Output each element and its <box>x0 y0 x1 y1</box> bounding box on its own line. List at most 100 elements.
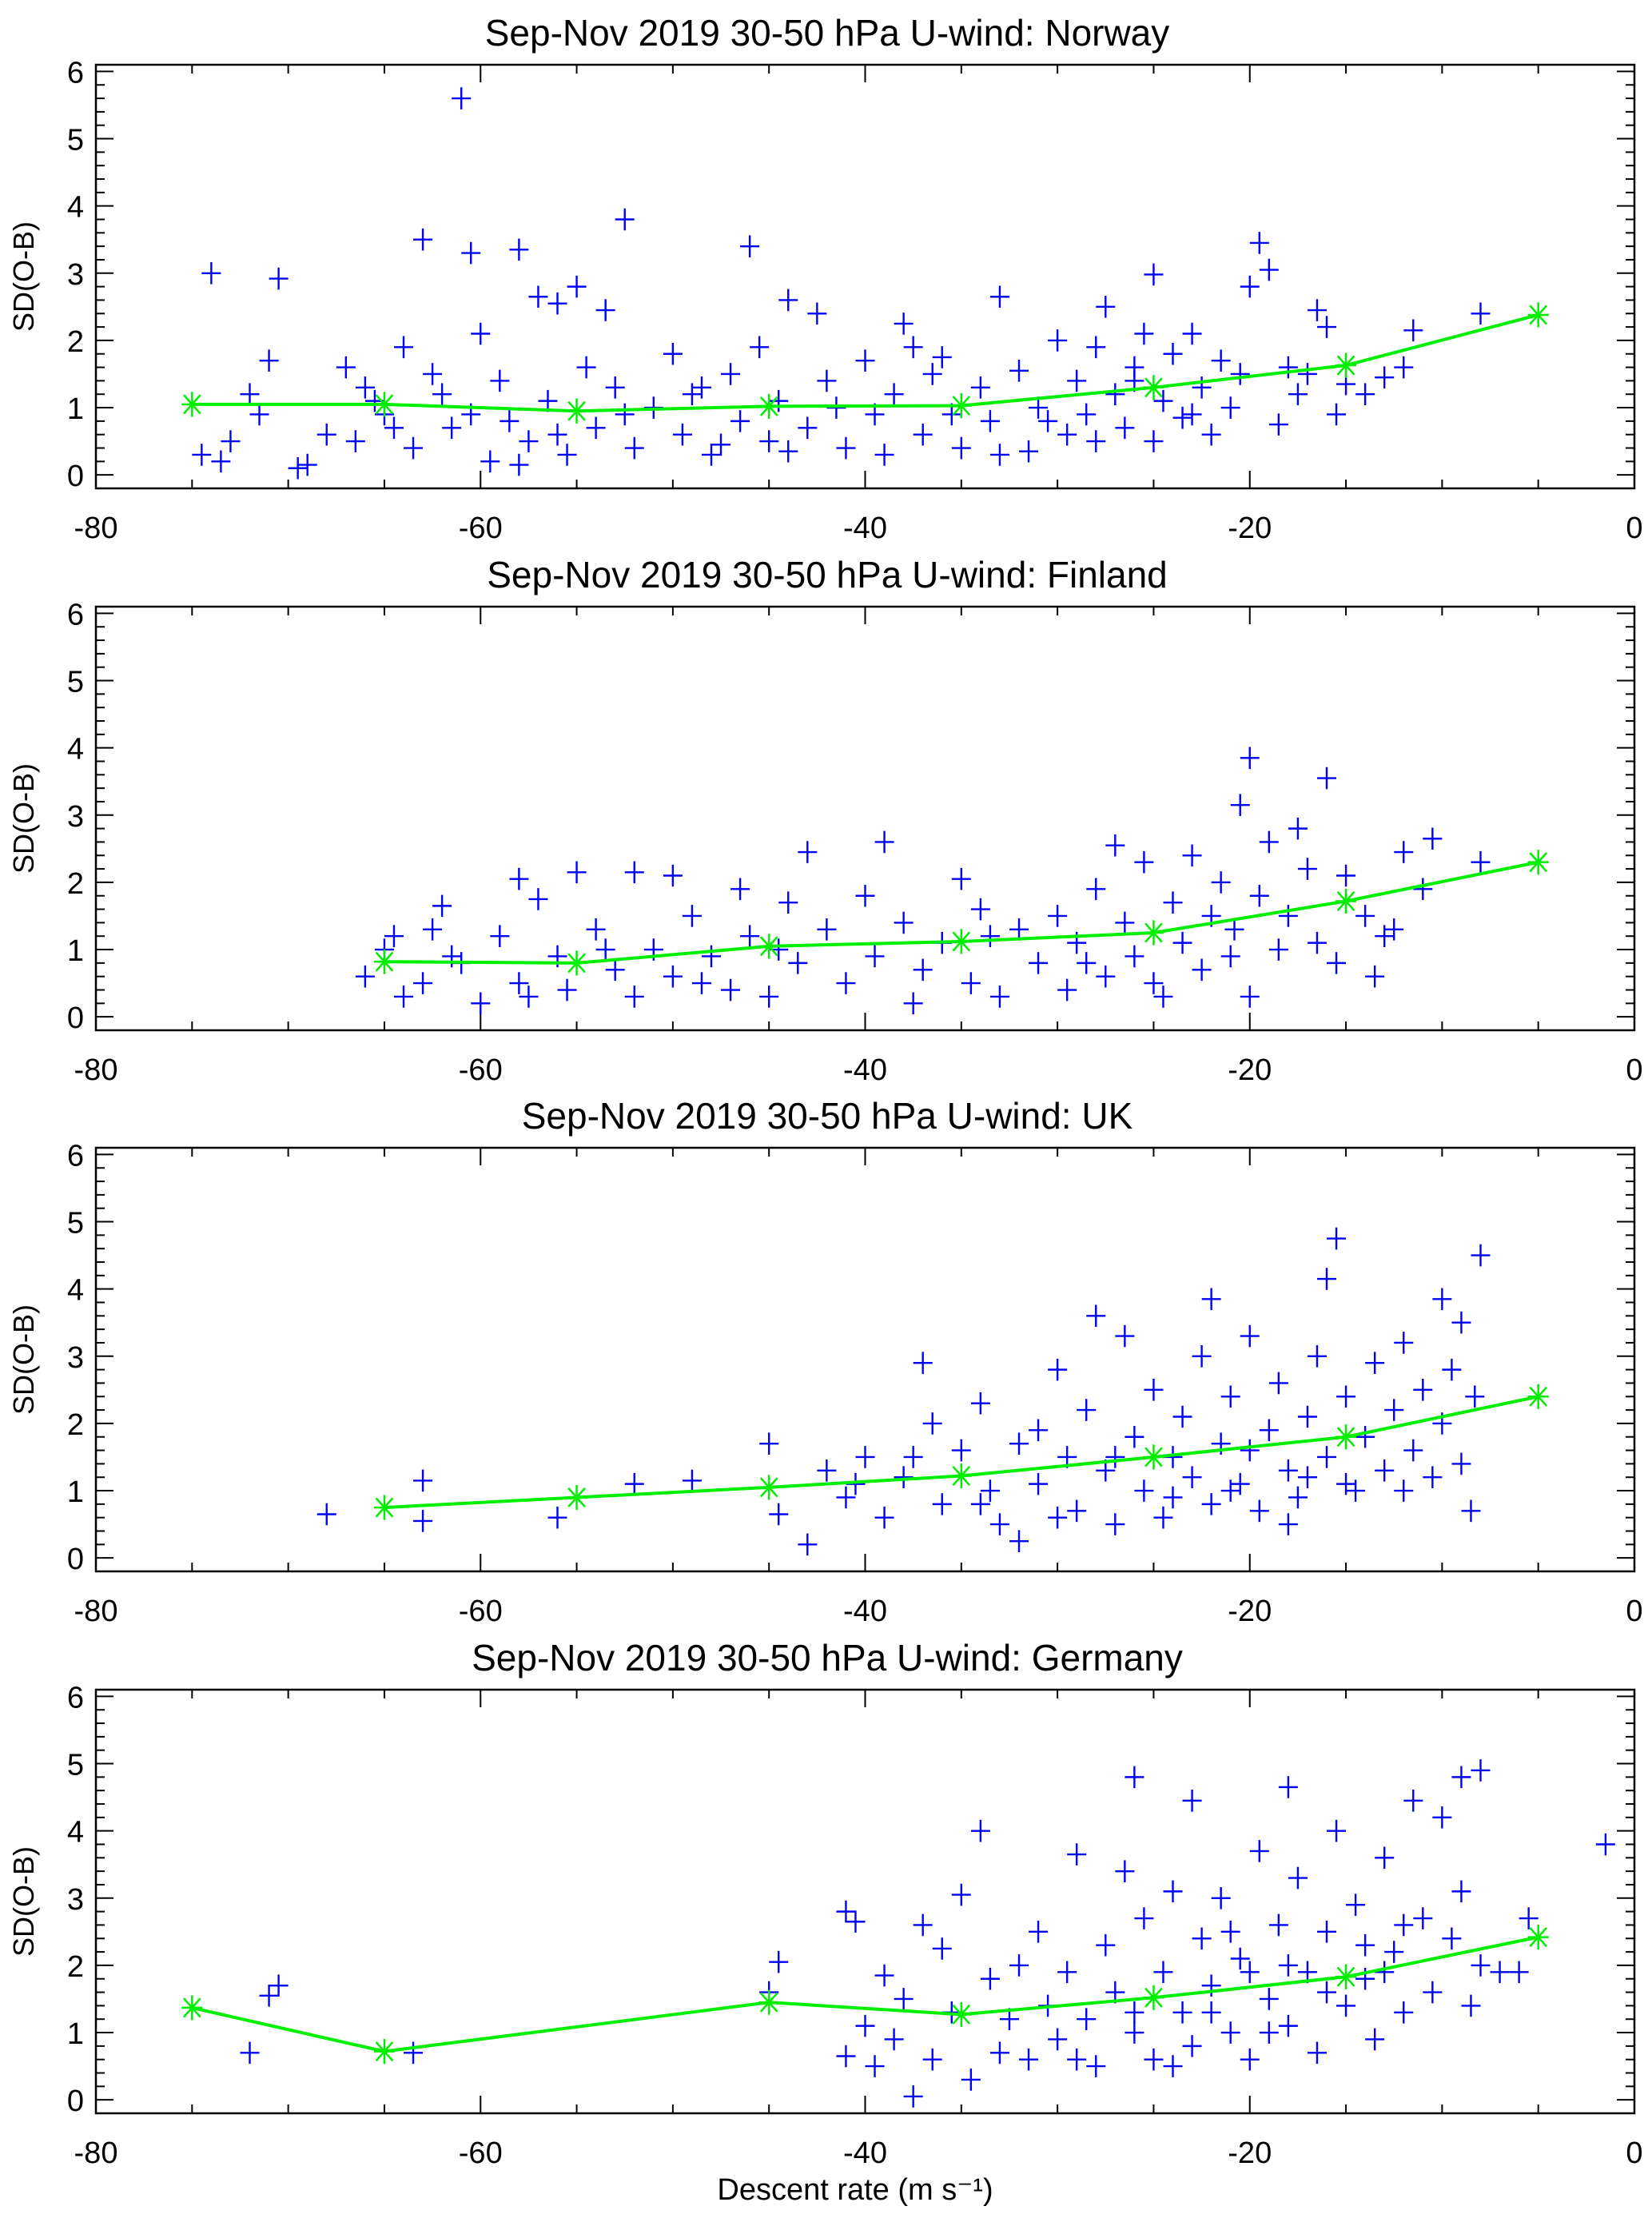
panel-title-finland: Sep-Nov 2019 30-50 hPa U-wind: Finland <box>487 554 1168 595</box>
data-point <box>384 416 404 440</box>
data-point <box>624 986 644 1008</box>
data-point <box>1009 1530 1029 1552</box>
data-point <box>1077 2008 1097 2031</box>
data-point <box>1182 844 1202 867</box>
mean-marker <box>566 398 587 424</box>
data-point <box>740 925 760 948</box>
data-point <box>1125 1766 1144 1789</box>
data-point <box>1134 322 1154 345</box>
data-point <box>1259 2021 1279 2044</box>
data-point <box>980 925 1000 948</box>
mean-marker <box>181 1995 203 2021</box>
data-point <box>528 285 548 309</box>
data-point <box>1442 1927 1462 1950</box>
data-point <box>740 235 760 257</box>
data-point <box>1105 1513 1125 1535</box>
data-point <box>798 841 818 863</box>
data-point <box>1163 342 1183 365</box>
data-point <box>192 444 212 466</box>
data-point <box>951 1883 971 1906</box>
data-point <box>1336 1385 1356 1408</box>
mean-marker <box>1336 1424 1357 1450</box>
data-point <box>316 423 336 446</box>
data-point <box>1423 1981 1443 2004</box>
data-point <box>1086 336 1106 359</box>
data-point <box>1317 767 1336 790</box>
data-point <box>336 356 356 379</box>
data-point <box>1317 1921 1336 1943</box>
data-point <box>807 302 827 325</box>
data-point <box>1048 2028 1068 2051</box>
data-point <box>702 945 721 968</box>
data-point <box>1240 1961 1260 1984</box>
x-tick-label: -40 <box>843 1053 887 1087</box>
data-point <box>1048 905 1068 927</box>
data-point <box>547 292 567 315</box>
data-point <box>461 241 481 265</box>
data-point <box>970 898 990 921</box>
data-point <box>1259 1988 1279 2010</box>
data-point <box>1240 986 1260 1008</box>
y-axis-label-germany: SD(O-B) <box>7 1846 40 1957</box>
x-tick-label: -80 <box>74 1053 118 1087</box>
data-point <box>1346 1893 1366 1917</box>
y-tick-label: 6 <box>67 1139 84 1173</box>
data-point <box>201 261 221 285</box>
data-point <box>903 992 923 1015</box>
data-point <box>1125 945 1144 968</box>
data-point <box>970 1819 990 1842</box>
data-point <box>1307 1344 1327 1368</box>
data-point <box>1086 1304 1106 1328</box>
data-point <box>1394 1479 1414 1502</box>
data-point <box>1201 1493 1221 1515</box>
data-point <box>221 430 241 452</box>
data-point <box>1297 1466 1317 1489</box>
data-point <box>691 376 711 399</box>
panel-norway: -80 -60 -40 -20 0 0 1 2 3 4 5 6 <box>67 56 1643 545</box>
data-point <box>1134 1907 1154 1929</box>
y-tick-label: 5 <box>67 124 84 157</box>
data-point <box>1403 319 1423 342</box>
y-tick-label: 0 <box>67 1001 84 1035</box>
data-point <box>682 905 702 927</box>
data-point <box>1182 403 1202 426</box>
data-point <box>1442 1358 1462 1381</box>
data-point <box>1201 1288 1221 1311</box>
data-point <box>1413 878 1433 901</box>
data-point <box>605 376 625 399</box>
data-point <box>874 1964 894 1987</box>
x-tick-label: -20 <box>1228 512 1272 545</box>
data-point <box>836 2045 856 2068</box>
data-point <box>1096 1933 1116 1957</box>
mean-marker <box>950 392 972 419</box>
data-point <box>980 1967 1000 1990</box>
data-point <box>1375 925 1395 948</box>
data-point <box>355 965 375 988</box>
data-point <box>605 958 625 982</box>
data-point <box>788 952 808 974</box>
data-point <box>1365 965 1385 988</box>
data-point <box>615 208 635 231</box>
data-point <box>557 444 577 466</box>
data-point <box>1172 1405 1192 1428</box>
mean-marker <box>758 934 780 959</box>
data-point <box>769 389 789 412</box>
data-point <box>1029 952 1049 974</box>
data-point <box>1403 1790 1423 1812</box>
data-point <box>345 430 365 452</box>
data-point <box>682 1469 702 1492</box>
data-point <box>778 289 798 312</box>
y-tick-label: 1 <box>67 392 84 426</box>
data-point <box>1365 1352 1385 1375</box>
mean-marker <box>373 1495 395 1520</box>
data-point <box>1259 830 1279 854</box>
data-point <box>836 972 856 994</box>
y-tick-label: 4 <box>67 191 84 225</box>
data-point <box>1115 1860 1135 1882</box>
mean-marker <box>1336 1964 1357 1989</box>
data-point <box>1057 978 1077 1001</box>
data-point <box>1192 1927 1212 1950</box>
data-point <box>1423 1466 1443 1489</box>
y-tick-label: 0 <box>67 1543 84 1576</box>
data-point <box>836 1900 856 1923</box>
